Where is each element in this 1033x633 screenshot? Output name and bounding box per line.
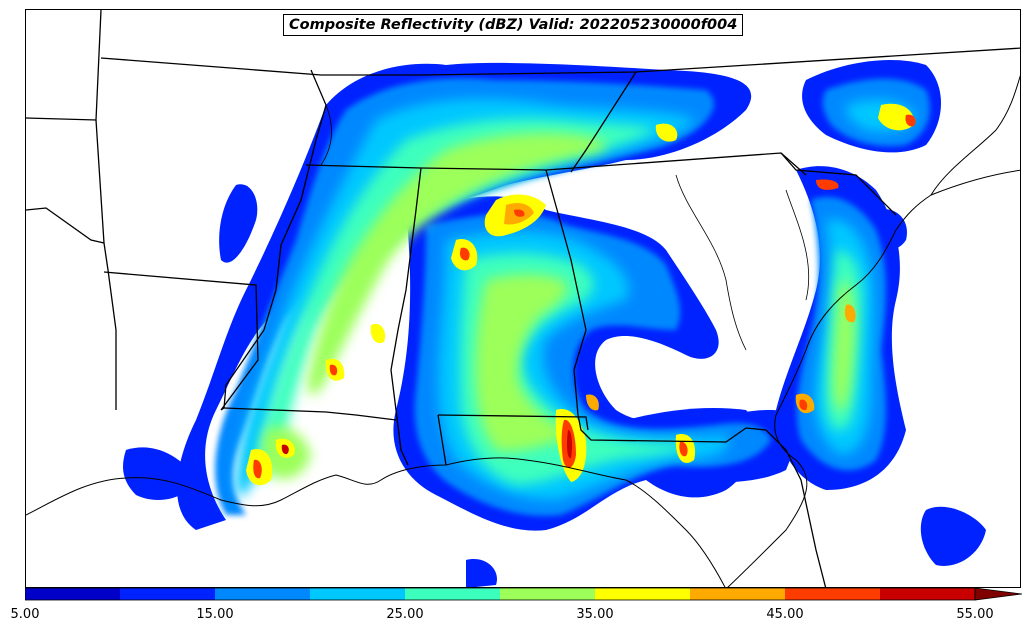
colorbar-segment (880, 588, 976, 600)
coastline (26, 74, 1020, 587)
colorbar-segment (215, 588, 311, 600)
colorbar-segment (595, 588, 691, 600)
colorbar-tick-label: 15.00 (196, 607, 234, 622)
map-title: Composite Reflectivity (dBZ) Valid: 2022… (283, 14, 744, 36)
colorbar-segment (500, 588, 596, 600)
colorbar-segments (25, 587, 1023, 601)
colorbar (25, 587, 1023, 601)
colorbar-tick-label: 35.00 (576, 607, 614, 622)
map-canvas (26, 10, 1020, 587)
colorbar-extend-max (974, 587, 1023, 601)
colorbar-tick-label: 45.00 (766, 607, 804, 622)
colorbar-segment (310, 588, 406, 600)
colorbar-segment (785, 588, 881, 600)
colorbar-segment (690, 588, 786, 600)
colorbar-segment (120, 588, 216, 600)
reflectivity-cores (246, 103, 916, 486)
colorbar-tick-label: 55.00 (956, 607, 994, 622)
colorbar-segment (25, 588, 121, 600)
colorbar-tick-label: 25.00 (386, 607, 424, 622)
radar-map[interactable] (25, 9, 1021, 588)
reflectivity-field (123, 60, 986, 587)
colorbar-tick-label: 5.00 (10, 607, 40, 622)
rivers-and-inland-water (320, 104, 810, 351)
colorbar-segment (405, 588, 501, 600)
colorbar-outline (25, 587, 976, 601)
